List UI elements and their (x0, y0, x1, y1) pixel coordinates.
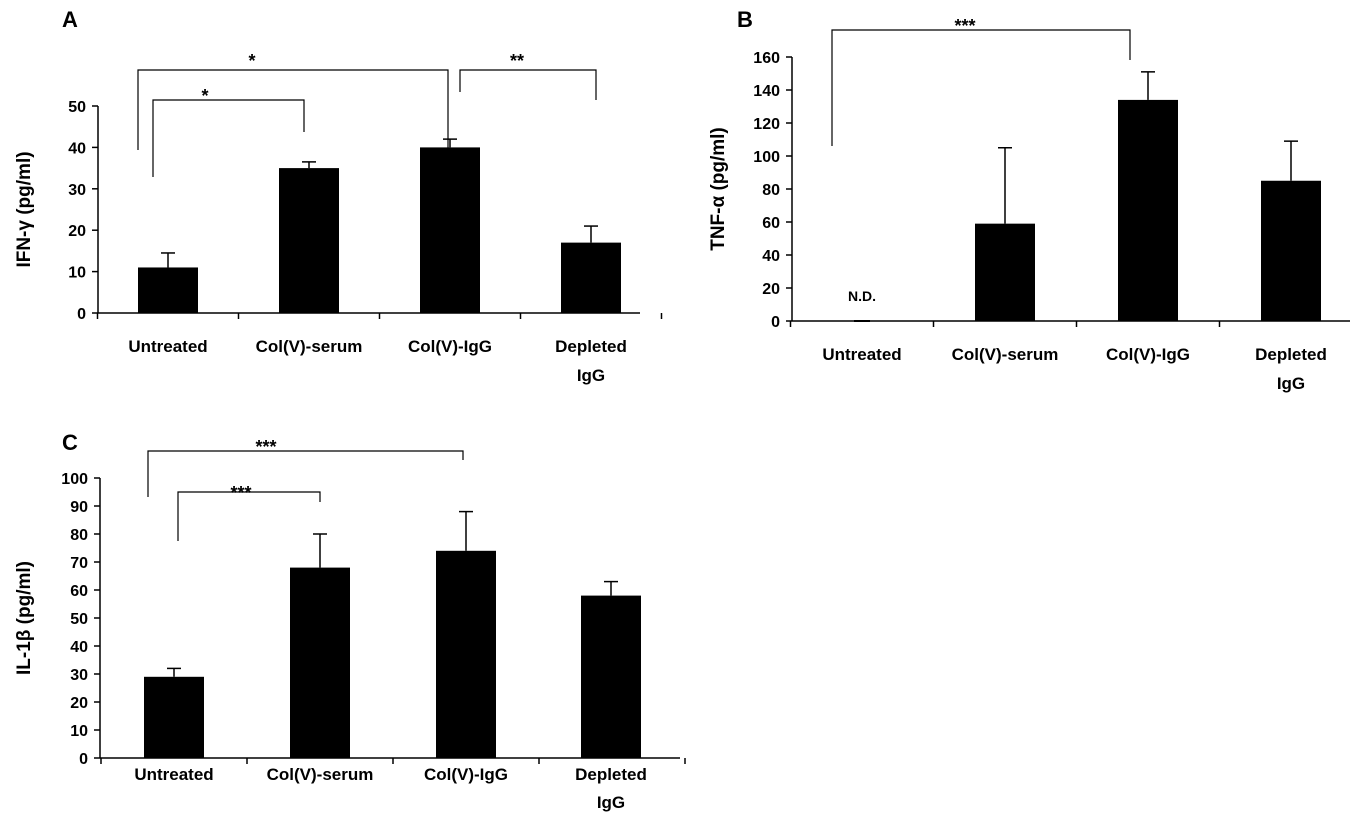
bar (561, 242, 621, 313)
category-label: Untreated (822, 345, 901, 364)
y-tick-label: 50 (70, 611, 88, 628)
significance-label: * (248, 51, 255, 71)
bar (1261, 180, 1321, 321)
bar (436, 550, 496, 758)
significance-label: *** (954, 16, 975, 36)
category-label: Depleted (575, 765, 647, 784)
y-tick-label: 120 (753, 116, 780, 133)
significance-bracket (831, 29, 1131, 146)
bar (581, 595, 641, 758)
bar (279, 168, 339, 313)
y-tick-label: 0 (79, 751, 88, 768)
bar (975, 223, 1035, 321)
panel-letter: A (62, 7, 78, 32)
y-tick-label: 70 (70, 555, 88, 572)
category-label: Col(V)-IgG (408, 337, 492, 356)
y-axis-title: TNF-α (pg/ml) (708, 127, 729, 251)
category-label: Col(V)-serum (952, 345, 1059, 364)
bar (1118, 99, 1178, 322)
significance-bracket (147, 450, 464, 497)
bar (420, 147, 480, 313)
y-tick-label: 10 (70, 723, 88, 740)
y-tick-label: 80 (762, 182, 780, 199)
category-label: Col(V)-serum (256, 337, 363, 356)
y-axis-title: IL-1β (pg/ml) (14, 561, 35, 675)
significance-label: *** (255, 437, 276, 457)
y-tick-label: 100 (753, 149, 780, 166)
panel-b: B TNF-α (pg/ml) 0 20 40 60 80 100 120 140 160 N.D. U… (708, 7, 1350, 393)
y-axis-title: IFN-γ (pg/ml) (14, 151, 35, 267)
significance-bracket (137, 69, 449, 150)
bar (138, 267, 198, 313)
y-tick-label: 140 (753, 83, 780, 100)
significance-bracket (152, 99, 305, 177)
y-tick-label: 10 (68, 265, 86, 282)
y-tick-label: 80 (70, 527, 88, 544)
category-label: Depleted (555, 337, 627, 356)
y-tick-label: 20 (762, 281, 780, 298)
bar (144, 676, 204, 758)
category-label: IgG (577, 366, 605, 385)
significance-bracket (459, 69, 597, 100)
y-tick-label: 60 (70, 583, 88, 600)
significance-label: * (201, 86, 208, 106)
y-tick-label: 40 (68, 140, 86, 157)
significance-label: *** (230, 483, 251, 503)
panel-letter: C (62, 430, 78, 455)
category-label: IgG (1277, 374, 1305, 393)
significance-label: ** (510, 51, 524, 71)
category-label: Untreated (128, 337, 207, 356)
y-tick-label: 0 (771, 314, 780, 331)
y-tick-label: 40 (70, 639, 88, 656)
significance-bracket (177, 491, 321, 541)
value-label: N.D. (848, 288, 876, 304)
category-label: Depleted (1255, 345, 1327, 364)
y-tick-label: 40 (762, 248, 780, 265)
y-tick-label: 30 (70, 667, 88, 684)
category-label: Col(V)-serum (267, 765, 374, 784)
y-tick-label: 100 (61, 471, 88, 488)
category-label: Col(V)-IgG (424, 765, 508, 784)
y-tick-label: 160 (753, 50, 780, 67)
y-tick-label: 20 (68, 223, 86, 240)
y-tick-label: 30 (68, 182, 86, 199)
panel-a: A IFN-γ (pg/ml) 0 10 20 30 40 50 Untreated Col(V)… (14, 7, 663, 385)
y-tick-label: 90 (70, 499, 88, 516)
y-tick-label: 50 (68, 99, 86, 116)
category-label: IgG (597, 793, 625, 812)
bar (290, 567, 350, 758)
category-label: Col(V)-IgG (1106, 345, 1190, 364)
category-label: Untreated (134, 765, 213, 784)
y-tick-label: 0 (77, 306, 86, 323)
y-tick-label: 20 (70, 695, 88, 712)
panel-letter: B (737, 7, 753, 32)
y-tick-label: 60 (762, 215, 780, 232)
panel-c: C IL-1β (pg/ml) 0 10 20 30 40 50 60 70 80 90 100 Untr… (14, 430, 686, 812)
